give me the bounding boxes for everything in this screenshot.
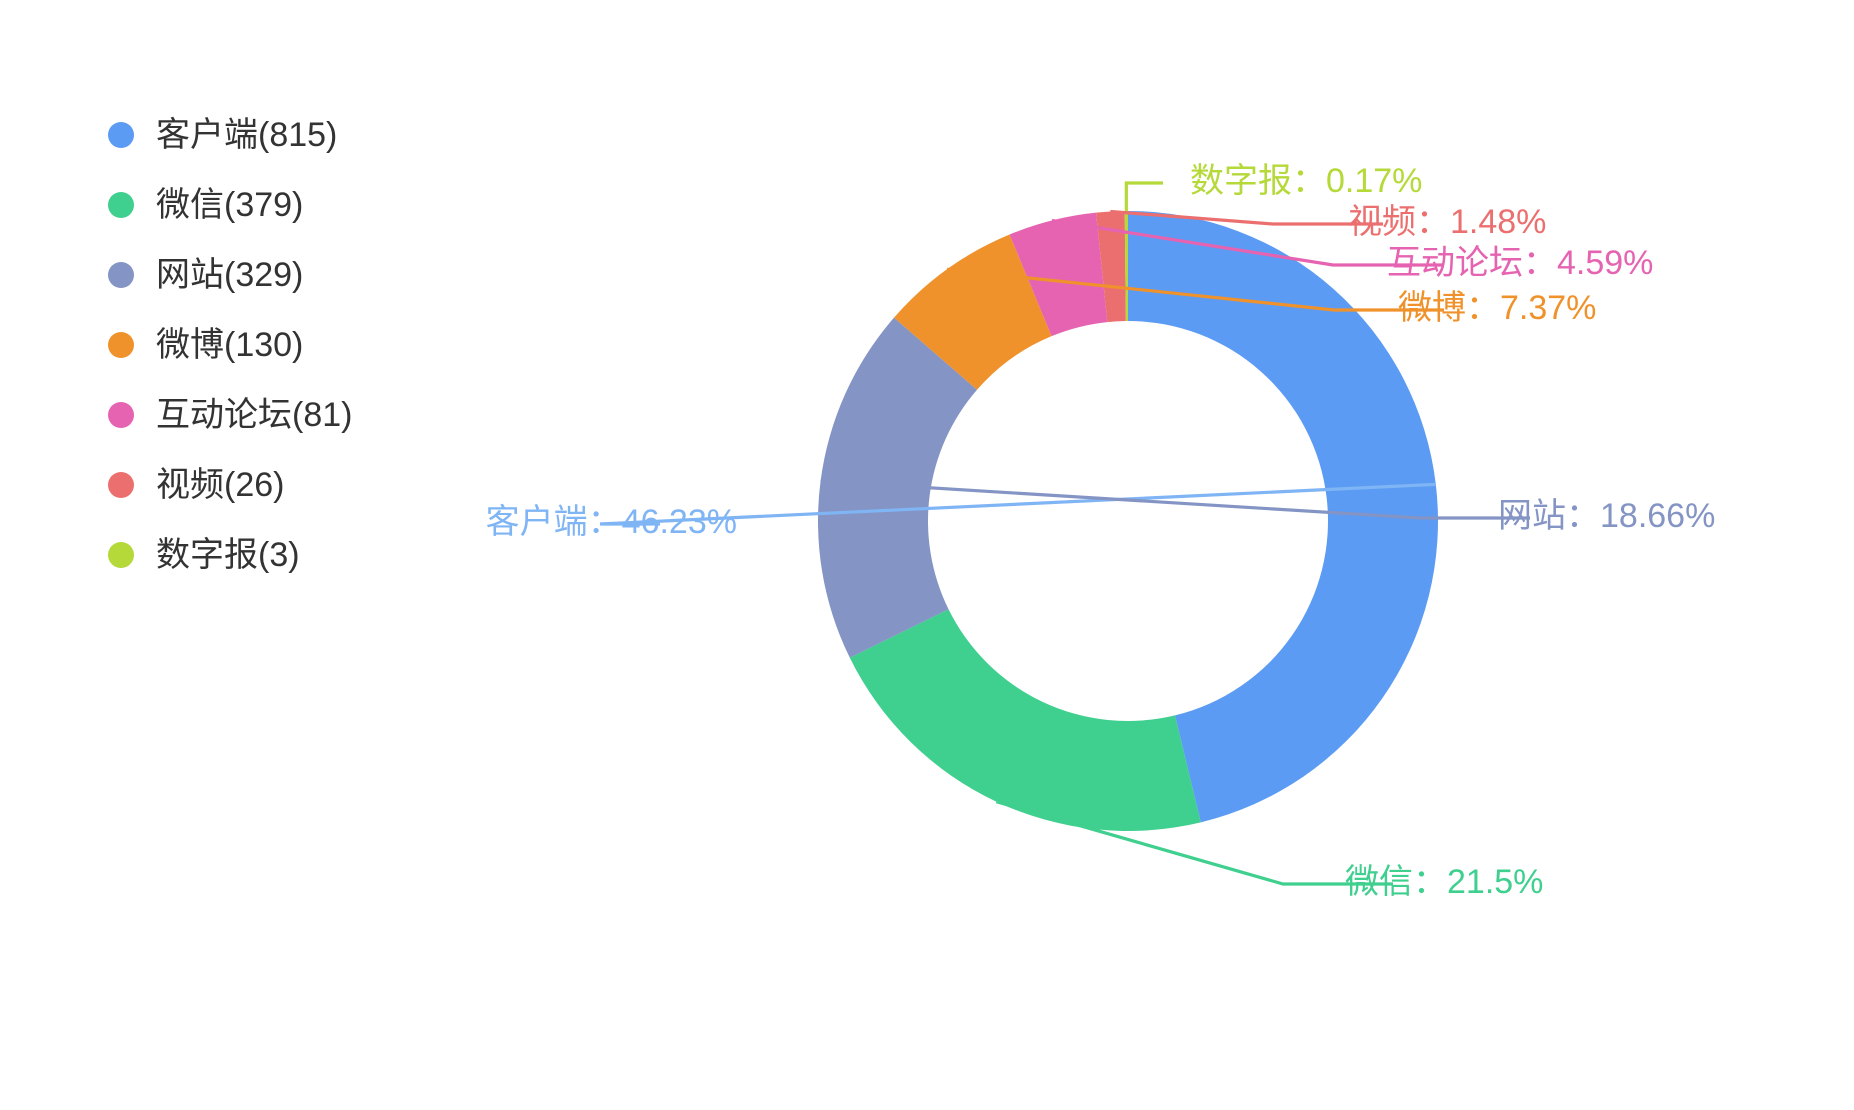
legend-item-shuzibao[interactable]: 数字报(3) xyxy=(108,520,352,590)
legend-swatch-weixin xyxy=(108,192,134,218)
donut-slice-视频[interactable] xyxy=(1096,211,1126,323)
legend-item-wangzhan[interactable]: 网站(329) xyxy=(108,240,352,310)
slice-label-网站: 网站：18.66% xyxy=(1498,497,1715,535)
legend-label-shipin: 视频(26) xyxy=(156,466,285,504)
label-leader-lines xyxy=(599,181,1530,886)
legend-label-weixin: 微信(379) xyxy=(156,186,304,224)
slice-label-互动论坛: 互动论坛：4.59% xyxy=(1387,244,1653,282)
legend-swatch-kehuduan xyxy=(108,122,134,148)
slice-label-客户端: 客户端：46.23% xyxy=(486,503,737,541)
donut-slice-网站[interactable] xyxy=(817,317,978,658)
donut-slice-微信[interactable] xyxy=(849,609,1201,832)
donut-slice-客户端[interactable] xyxy=(1128,211,1438,823)
leader-line-微信 xyxy=(995,800,1393,886)
slice-label-视频: 视频：1.48% xyxy=(1348,203,1546,241)
legend-label-hudongluntan: 互动论坛(81) xyxy=(156,396,353,434)
legend-item-shipin[interactable]: 视频(26) xyxy=(108,450,352,520)
slice-labels: 客户端：46.23% 微信：21.5% 网站：18.66% 微博：7.37% 互动论坛：… xyxy=(486,162,1716,901)
chart-legend: 客户端(815) 微信(379) 网站(329) 微博(130) 互动论坛(81… xyxy=(108,100,352,590)
legend-label-weibo: 微博(130) xyxy=(156,326,304,364)
donut-slices xyxy=(817,211,1438,832)
slice-label-数字报: 数字报：0.17% xyxy=(1190,162,1422,200)
leader-line-视频 xyxy=(1110,209,1383,226)
legend-swatch-shipin xyxy=(108,472,134,498)
legend-item-hudongluntan[interactable]: 互动论坛(81) xyxy=(108,380,352,450)
leader-line-客户端 xyxy=(599,482,1436,526)
legend-swatch-hudongluntan xyxy=(108,402,134,428)
donut-slice-数字报[interactable] xyxy=(1124,211,1128,322)
legend-item-kehuduan[interactable]: 客户端(815) xyxy=(108,100,352,170)
slice-label-微信: 微信：21.5% xyxy=(1345,863,1543,901)
legend-swatch-shuzibao xyxy=(108,542,134,568)
leader-line-微博 xyxy=(946,267,1444,312)
legend-label-kehuduan: 客户端(815) xyxy=(156,116,338,154)
legend-item-weixin[interactable]: 微信(379) xyxy=(108,170,352,240)
donut-slice-微博[interactable] xyxy=(894,234,1052,390)
slice-label-微博: 微博：7.37% xyxy=(1398,289,1596,327)
leader-line-网站 xyxy=(820,479,1530,520)
leader-line-数字报 xyxy=(1124,181,1163,212)
legend-swatch-wangzhan xyxy=(108,262,134,288)
leader-line-互动论坛 xyxy=(1051,218,1443,267)
legend-label-wangzhan: 网站(329) xyxy=(156,256,304,294)
legend-label-shuzibao: 数字报(3) xyxy=(156,536,300,574)
legend-item-weibo[interactable]: 微博(130) xyxy=(108,310,352,380)
legend-swatch-weibo xyxy=(108,332,134,358)
donut-slice-互动论坛[interactable] xyxy=(1009,212,1108,337)
